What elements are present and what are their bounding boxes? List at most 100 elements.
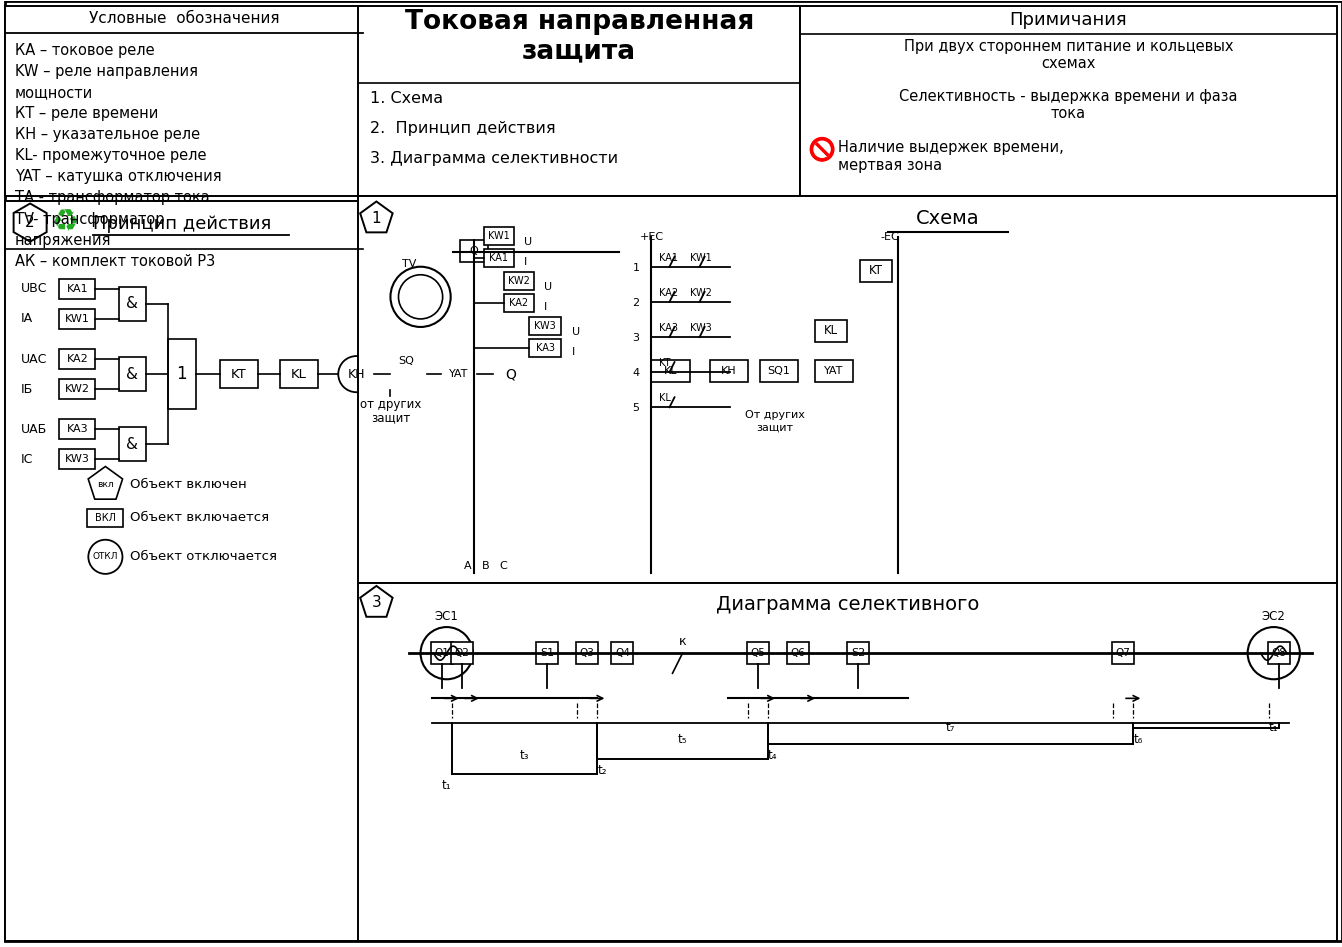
- Text: -ЕС: -ЕС: [880, 232, 899, 241]
- Text: KW2: KW2: [690, 288, 711, 297]
- Text: 1: 1: [176, 366, 187, 384]
- Text: Q6: Q6: [790, 648, 805, 658]
- Text: Примичания: Примичания: [1009, 10, 1127, 28]
- Circle shape: [391, 267, 451, 327]
- Text: KH: KH: [721, 366, 737, 376]
- Text: A: A: [464, 561, 471, 571]
- Bar: [611, 642, 633, 664]
- Bar: [529, 317, 561, 335]
- Text: 3: 3: [372, 596, 381, 611]
- Text: Условные  обозначения: Условные обозначения: [89, 10, 279, 26]
- Text: KW – реле направления: KW – реле направления: [15, 64, 199, 79]
- Bar: [358, 6, 800, 196]
- Text: Q7: Q7: [1115, 648, 1130, 658]
- Bar: [451, 642, 472, 664]
- Text: КН – указательное реле: КН – указательное реле: [15, 127, 200, 142]
- Bar: [59, 450, 95, 470]
- Text: UАC: UАC: [21, 352, 47, 366]
- Bar: [800, 6, 1337, 196]
- Bar: [484, 226, 514, 244]
- Bar: [1268, 642, 1290, 664]
- Circle shape: [811, 138, 833, 160]
- Text: Принцип действия: Принцип действия: [94, 215, 271, 233]
- Text: КТ – реле времени: КТ – реле времени: [15, 106, 158, 121]
- Text: ВКЛ: ВКЛ: [95, 512, 115, 523]
- Bar: [815, 360, 854, 383]
- Bar: [119, 427, 145, 461]
- Text: IА: IА: [21, 313, 34, 326]
- Text: YAT: YAT: [450, 369, 468, 379]
- Bar: [168, 339, 196, 409]
- Text: Q2: Q2: [455, 648, 470, 658]
- Text: напряжения: напряжения: [15, 233, 111, 247]
- Text: KW1: KW1: [64, 313, 90, 324]
- Text: UАБ: UАБ: [21, 422, 47, 436]
- Bar: [59, 278, 95, 299]
- Text: вкл: вкл: [97, 480, 114, 489]
- Text: &: &: [126, 366, 138, 382]
- Text: 3: 3: [632, 333, 639, 343]
- Text: 1. Схема: 1. Схема: [370, 91, 443, 106]
- Text: U: U: [523, 237, 531, 246]
- Bar: [59, 309, 95, 329]
- Text: TV: TV: [403, 259, 417, 269]
- Text: IБ: IБ: [21, 383, 34, 396]
- Bar: [847, 642, 870, 664]
- Text: KA3: KA3: [535, 343, 554, 353]
- Text: TV- трансформатор: TV- трансформатор: [15, 211, 165, 226]
- Text: КА – токовое реле: КА – токовое реле: [15, 43, 154, 58]
- Bar: [710, 360, 747, 383]
- Text: KT: KT: [659, 358, 671, 368]
- Text: Наличие выдержек времени,
мертвая зона: Наличие выдержек времени, мертвая зона: [839, 140, 1064, 172]
- Text: KH: KH: [348, 367, 365, 381]
- Circle shape: [89, 540, 122, 574]
- Text: Схема: Схема: [917, 208, 980, 227]
- Text: SQ1: SQ1: [768, 366, 790, 376]
- Text: KL: KL: [824, 325, 839, 337]
- Text: I: I: [544, 302, 548, 312]
- Circle shape: [1248, 627, 1300, 679]
- Text: KA2: KA2: [66, 354, 89, 364]
- Text: KA1: KA1: [490, 253, 509, 262]
- Text: защит: защит: [757, 422, 793, 433]
- Bar: [815, 320, 847, 342]
- Text: KT: KT: [231, 367, 247, 381]
- Text: 2: 2: [25, 215, 35, 230]
- Text: защит: защит: [370, 411, 411, 424]
- Text: KA2: KA2: [510, 298, 529, 308]
- Text: KL- промежуточное реле: KL- промежуточное реле: [15, 149, 207, 163]
- Text: Объект включается: Объект включается: [130, 511, 270, 525]
- Text: YAT: YAT: [824, 366, 844, 376]
- Text: 3. Диаграмма селективности: 3. Диаграмма селективности: [370, 152, 619, 167]
- Bar: [358, 196, 1337, 583]
- Text: 2: 2: [632, 298, 640, 308]
- Bar: [87, 509, 123, 527]
- Text: Q3: Q3: [580, 648, 595, 658]
- Text: При двух стороннем питание и кольцевых
схемах: При двух стороннем питание и кольцевых с…: [903, 39, 1233, 71]
- Bar: [529, 339, 561, 357]
- Bar: [860, 259, 892, 282]
- Text: KW3: KW3: [690, 323, 711, 333]
- Text: t₄: t₄: [768, 748, 777, 761]
- Bar: [484, 249, 514, 267]
- Text: KA1: KA1: [659, 253, 679, 262]
- Text: t₆: t₆: [1134, 734, 1143, 746]
- Text: KW3: KW3: [534, 321, 556, 331]
- Text: SQ: SQ: [399, 356, 415, 366]
- Text: KL: KL: [664, 366, 678, 376]
- Bar: [59, 379, 95, 400]
- Text: 2.  Принцип действия: 2. Принцип действия: [370, 121, 556, 136]
- Text: KW3: KW3: [64, 455, 90, 464]
- Bar: [5, 202, 364, 941]
- Text: ТА - трансформатор тока: ТА - трансформатор тока: [15, 190, 209, 205]
- Circle shape: [815, 141, 831, 157]
- Text: мощности: мощности: [15, 85, 94, 100]
- Bar: [431, 642, 452, 664]
- Text: IС: IС: [21, 453, 34, 466]
- Text: Объект отключается: Объект отключается: [130, 550, 278, 563]
- Text: t₇: t₇: [946, 722, 956, 735]
- Bar: [503, 272, 534, 290]
- Text: t₂: t₂: [597, 763, 607, 777]
- Text: S2: S2: [851, 648, 866, 658]
- Text: t₁: t₁: [442, 778, 451, 792]
